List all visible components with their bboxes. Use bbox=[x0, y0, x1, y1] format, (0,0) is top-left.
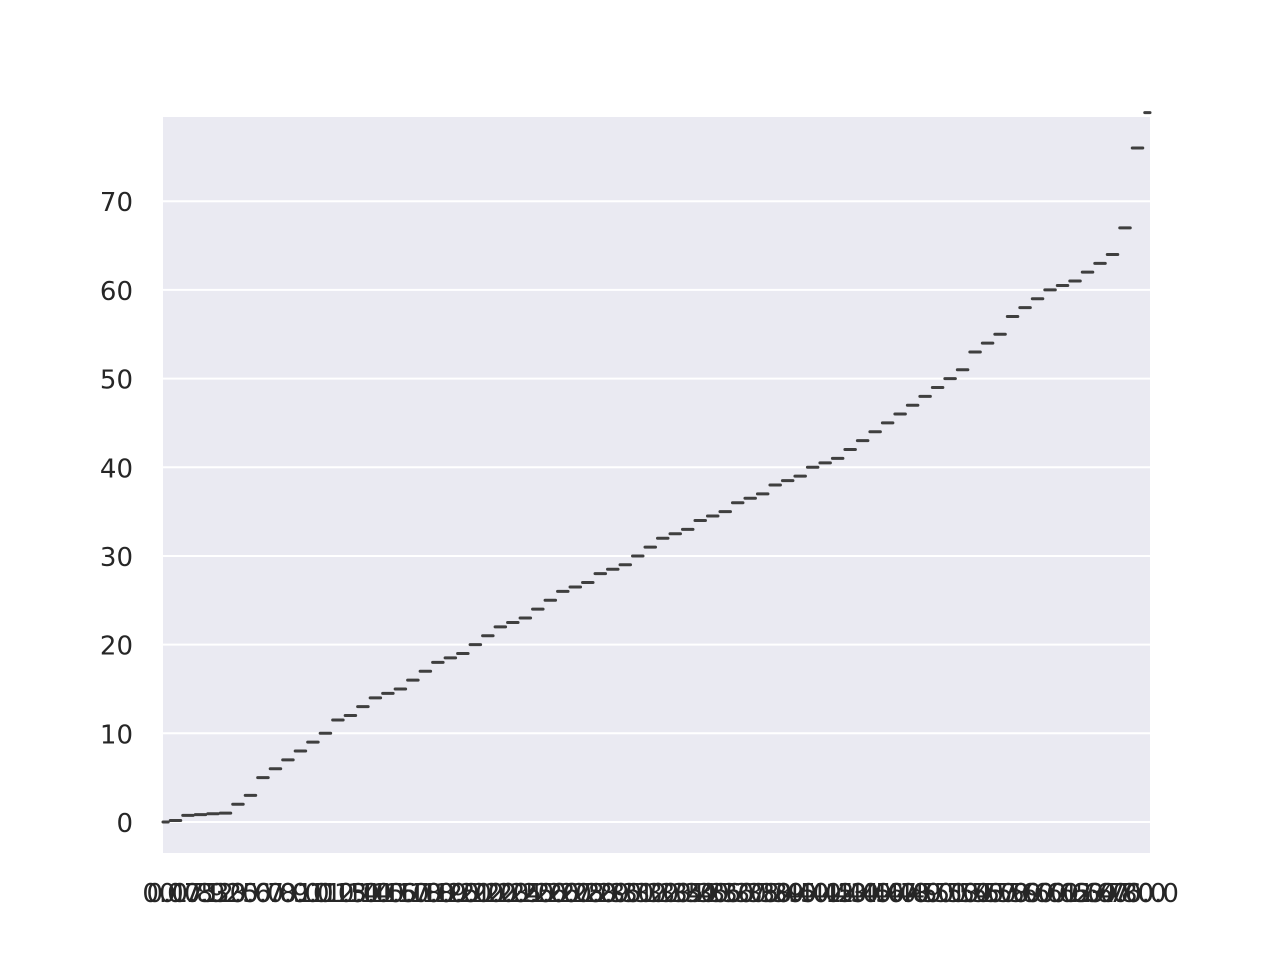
x-tick-label: 32.0 bbox=[634, 879, 692, 909]
x-tick-label: 53.0 bbox=[946, 879, 1004, 909]
x-tick-label: 58.0 bbox=[996, 879, 1054, 909]
x-tick-label: 54.0 bbox=[959, 879, 1017, 909]
x-tick-label: 26.5 bbox=[546, 879, 604, 909]
x-tick-label: 34.5 bbox=[684, 879, 742, 909]
x-tick-label: 36.0 bbox=[709, 879, 767, 909]
y-tick-label: 0 bbox=[116, 809, 133, 839]
x-tick-label: 80.0 bbox=[1121, 879, 1179, 909]
y-tick-label: 30 bbox=[100, 543, 133, 573]
x-tick-label: 11.5 bbox=[309, 879, 367, 909]
x-tick-label: 60.0 bbox=[1021, 879, 1079, 909]
x-tick-label: 43.0 bbox=[834, 879, 892, 909]
x-tick-label: 36.5 bbox=[721, 879, 779, 909]
x-tick-label: 55.0 bbox=[971, 879, 1029, 909]
x-tick-label: 26.0 bbox=[534, 879, 592, 909]
x-tick-label: 45.0 bbox=[859, 879, 917, 909]
x-tick-label: 3.0 bbox=[230, 879, 271, 909]
x-tick-label: 40.0 bbox=[784, 879, 842, 909]
x-tick-label: 27.0 bbox=[559, 879, 617, 909]
x-tick-label: 0.17 bbox=[147, 879, 205, 909]
x-tick-label: 35.0 bbox=[696, 879, 754, 909]
x-tick-label: 76.0 bbox=[1109, 879, 1167, 909]
x-tick-label: 14.0 bbox=[346, 879, 404, 909]
y-tick-label: 20 bbox=[100, 632, 133, 662]
x-tick-labels: 0.00.170.750.830.921.02.03.05.06.07.08.0… bbox=[142, 879, 1179, 909]
x-tick-label: 38.5 bbox=[759, 879, 817, 909]
x-tick-label: 67.0 bbox=[1096, 879, 1154, 909]
x-tick-label: 24.0 bbox=[509, 879, 567, 909]
y-tick-label: 40 bbox=[100, 454, 133, 484]
x-tick-label: 60.5 bbox=[1034, 879, 1092, 909]
x-tick-label: 21.0 bbox=[459, 879, 517, 909]
x-tick-label: 8.0 bbox=[280, 879, 321, 909]
x-tick-label: 14.5 bbox=[359, 879, 417, 909]
x-tick-label: 5.0 bbox=[242, 879, 283, 909]
x-tick-label: 46.0 bbox=[871, 879, 929, 909]
x-tick-label: 38.0 bbox=[746, 879, 804, 909]
x-tick-label: 22.5 bbox=[484, 879, 542, 909]
x-tick-label: 32.5 bbox=[646, 879, 704, 909]
x-tick-label: 2.0 bbox=[217, 879, 258, 909]
y-tick-labels: 0 10 20 30 40 50 60 70 bbox=[100, 188, 133, 839]
y-tick-label: 50 bbox=[100, 366, 133, 396]
y-tick-label: 70 bbox=[100, 188, 133, 218]
x-tick-label: 23.0 bbox=[496, 879, 554, 909]
x-tick-label: 44.0 bbox=[846, 879, 904, 909]
x-tick-label: 6.0 bbox=[255, 879, 296, 909]
x-tick-label: 42.0 bbox=[821, 879, 879, 909]
x-tick-label: 48.0 bbox=[896, 879, 954, 909]
x-tick-label: 50.0 bbox=[921, 879, 979, 909]
x-tick-label: 17.0 bbox=[396, 879, 454, 909]
y-tick-label: 10 bbox=[100, 720, 133, 750]
x-tick-label: 16.0 bbox=[384, 879, 442, 909]
plot-background bbox=[163, 117, 1150, 853]
x-tick-label: 64.0 bbox=[1084, 879, 1142, 909]
x-tick-label: 20.0 bbox=[446, 879, 504, 909]
x-tick-label: 40.5 bbox=[796, 879, 854, 909]
x-tick-label: 29.0 bbox=[596, 879, 654, 909]
y-tick-label: 60 bbox=[100, 277, 133, 307]
x-tick-label: 0.0 bbox=[142, 879, 183, 909]
x-tick-label: 0.83 bbox=[172, 879, 230, 909]
x-tick-label: 49.0 bbox=[909, 879, 967, 909]
x-tick-label: 25.0 bbox=[521, 879, 579, 909]
x-tick-label: 61.0 bbox=[1046, 879, 1104, 909]
x-tick-label: 57.0 bbox=[984, 879, 1042, 909]
x-tick-label: 0.75 bbox=[159, 879, 217, 909]
x-tick-label: 13.0 bbox=[334, 879, 392, 909]
x-tick-label: 51.0 bbox=[934, 879, 992, 909]
x-tick-label: 28.0 bbox=[571, 879, 629, 909]
x-tick-label: 28.5 bbox=[584, 879, 642, 909]
x-tick-label: 30.0 bbox=[609, 879, 667, 909]
x-tick-label: 18.0 bbox=[409, 879, 467, 909]
x-tick-label: 33.0 bbox=[659, 879, 717, 909]
box-marks bbox=[161, 111, 1152, 824]
x-tick-label: 62.0 bbox=[1059, 879, 1117, 909]
x-tick-label: 31.0 bbox=[621, 879, 679, 909]
x-tick-label: 0.92 bbox=[184, 879, 242, 909]
x-tick-label: 15.0 bbox=[371, 879, 429, 909]
x-tick-label: 1.0 bbox=[205, 879, 246, 909]
x-tick-label: 59.0 bbox=[1009, 879, 1067, 909]
x-tick-label: 7.0 bbox=[267, 879, 308, 909]
x-tick-label: 39.0 bbox=[771, 879, 829, 909]
x-tick-label: 34.0 bbox=[671, 879, 729, 909]
x-tick-label: 47.0 bbox=[884, 879, 942, 909]
x-tick-label: 10.0 bbox=[296, 879, 354, 909]
x-tick-label: 41.0 bbox=[809, 879, 867, 909]
x-tick-label: 19.0 bbox=[434, 879, 492, 909]
x-tick-label: 63.0 bbox=[1071, 879, 1129, 909]
x-tick-label: 37.0 bbox=[734, 879, 792, 909]
x-tick-label: 12.0 bbox=[321, 879, 379, 909]
x-tick-label: 9.0 bbox=[292, 879, 333, 909]
x-tick-label: 18.5 bbox=[421, 879, 479, 909]
x-tick-label: 22.0 bbox=[471, 879, 529, 909]
